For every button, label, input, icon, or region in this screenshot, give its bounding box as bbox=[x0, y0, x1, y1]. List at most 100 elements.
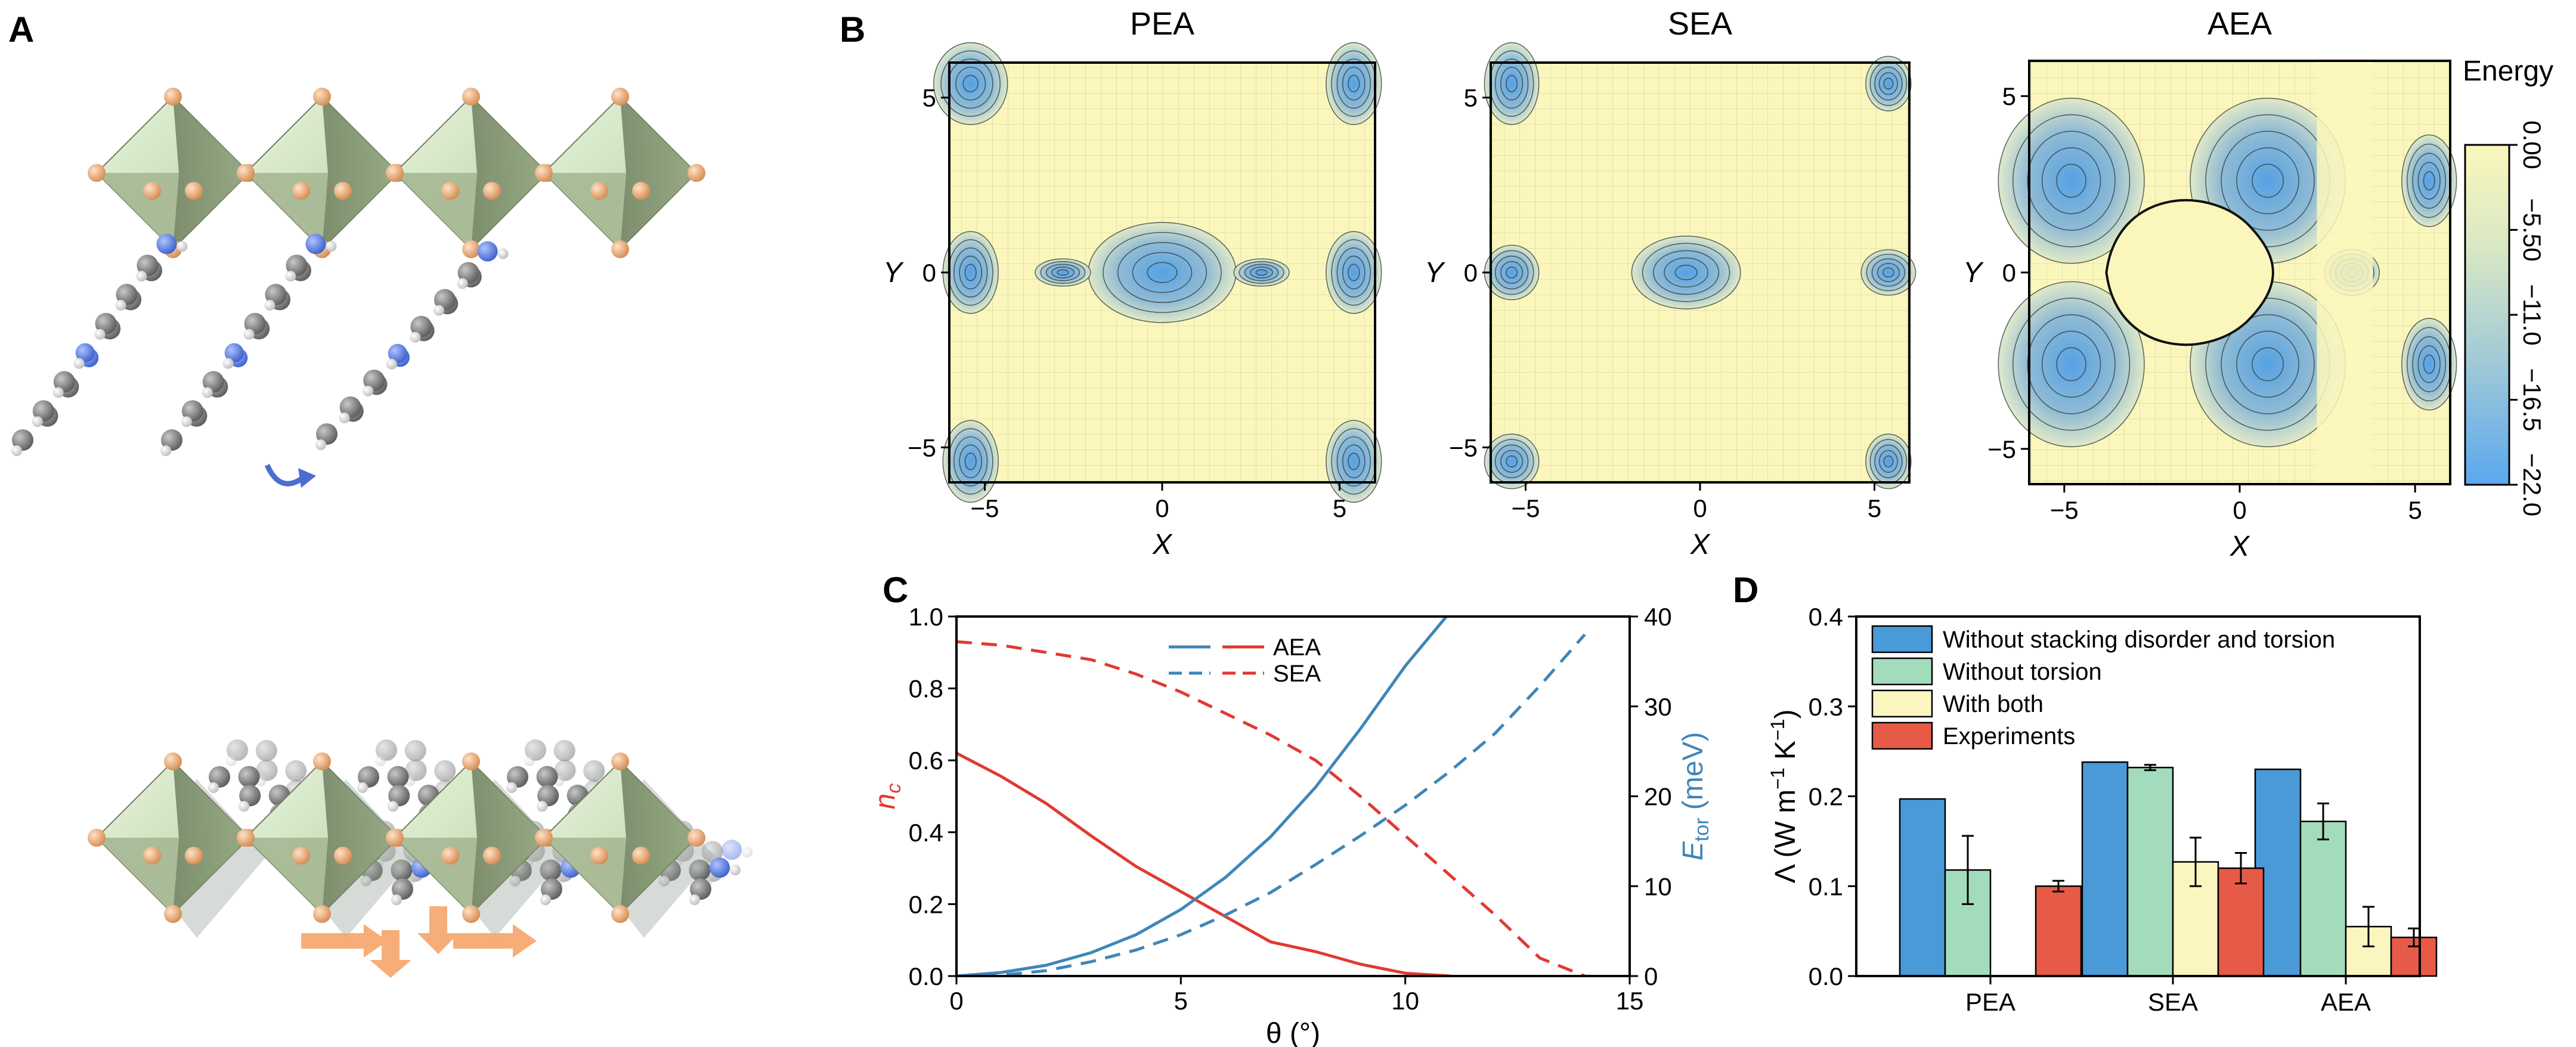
y-right-tick-label: 10 bbox=[1644, 872, 1672, 900]
oxygen-atom bbox=[535, 164, 553, 182]
legend-label: With both bbox=[1943, 691, 2044, 717]
energy-well bbox=[1865, 56, 1911, 111]
oxygen-atom bbox=[632, 847, 650, 865]
series-line-sea-left bbox=[956, 640, 1586, 976]
contour-line bbox=[1147, 262, 1178, 283]
legend-swatch bbox=[1871, 657, 1933, 686]
carbon-atom bbox=[286, 255, 308, 277]
contour-line bbox=[2056, 347, 2086, 382]
hydrogen-atom bbox=[388, 801, 399, 812]
contour-line bbox=[2412, 336, 2447, 392]
y-tick-label: 0.4 bbox=[1809, 603, 1843, 631]
legend-label: Without stacking disorder and torsion bbox=[1943, 627, 2335, 653]
contour-line bbox=[1500, 66, 1524, 101]
y-left-tick-label: 0.2 bbox=[909, 890, 943, 918]
carbon-atom bbox=[227, 739, 248, 761]
oxygen-atom bbox=[386, 164, 404, 182]
oxygen-atom bbox=[441, 182, 459, 200]
contour-line bbox=[1484, 433, 1540, 490]
oxygen-atom bbox=[88, 164, 106, 182]
y-tick-label: 0.2 bbox=[1809, 783, 1843, 811]
contour-line bbox=[2423, 171, 2435, 191]
rotation-arrow bbox=[264, 464, 306, 487]
octahedron-face bbox=[620, 761, 696, 914]
contour-line bbox=[2041, 147, 2101, 215]
contour-line bbox=[1239, 261, 1284, 284]
oxygen-atom bbox=[313, 88, 331, 106]
y-left-tick-label: 1.0 bbox=[909, 603, 943, 631]
contour-line bbox=[1878, 450, 1898, 473]
carbon-atom bbox=[507, 766, 528, 788]
carbon-atom bbox=[540, 878, 562, 900]
carbon-atom bbox=[391, 859, 413, 881]
colorbar-tick-label: −11.0 bbox=[2518, 284, 2546, 345]
x-axis-label: X bbox=[1152, 529, 1173, 560]
contour-line bbox=[953, 436, 988, 487]
contour-line bbox=[1500, 261, 1524, 284]
x-tick-label: 10 bbox=[1391, 987, 1419, 1015]
energy-well bbox=[1631, 236, 1741, 309]
hydrogen-atom bbox=[326, 241, 337, 252]
hydrogen-atom bbox=[433, 305, 444, 316]
contour-line bbox=[1494, 444, 1529, 479]
contour-line bbox=[2412, 153, 2447, 209]
carbon-atom bbox=[256, 759, 278, 781]
carbon-atom bbox=[388, 785, 410, 807]
contour-line bbox=[1132, 252, 1193, 293]
octahedron-face bbox=[173, 97, 249, 249]
oxygen-atom bbox=[590, 182, 608, 200]
y-right-tick-label: 40 bbox=[1644, 603, 1672, 631]
bar-aea-series-1 bbox=[2299, 820, 2347, 977]
nitrogen-atom bbox=[224, 343, 244, 363]
hydrogen-atom bbox=[285, 271, 296, 282]
oxygen-atom bbox=[143, 182, 161, 200]
x-tick-label: 5 bbox=[1868, 494, 1881, 522]
energy-well bbox=[1484, 434, 1539, 489]
contour-line bbox=[2417, 162, 2441, 200]
oxygen-atom bbox=[483, 847, 501, 865]
hydrogen-atom bbox=[742, 847, 753, 858]
y-right-label-main: E bbox=[1677, 841, 1709, 860]
carbon-atom bbox=[238, 766, 260, 788]
y-left-tick-label: 0.6 bbox=[909, 746, 943, 775]
carbon-atom bbox=[244, 312, 266, 334]
carbon-atom bbox=[689, 878, 711, 900]
y-tick-label: 0.0 bbox=[1809, 962, 1843, 990]
ammonium-nitrogen bbox=[305, 234, 326, 255]
octahedron-face bbox=[97, 838, 179, 914]
contour-line bbox=[1882, 267, 1894, 278]
x-tick-label: PEA bbox=[1965, 988, 2015, 1016]
octahedron-face bbox=[246, 838, 328, 914]
carbon-atom bbox=[95, 312, 117, 334]
contour-line bbox=[1336, 436, 1371, 487]
hydrogen-atom bbox=[497, 248, 509, 259]
y-tick-label: 0.3 bbox=[1809, 693, 1843, 721]
contour-line bbox=[1506, 267, 1518, 278]
bar-pea-series-3 bbox=[2035, 885, 2082, 977]
y-left-axis-label: nc bbox=[869, 783, 905, 810]
carbon-atom bbox=[181, 400, 203, 422]
hydrogen-atom bbox=[181, 416, 192, 428]
contour-line bbox=[1117, 241, 1208, 303]
oxygen-atom bbox=[185, 182, 203, 200]
hydrogen-atom bbox=[115, 299, 126, 311]
y-tick-label: 5 bbox=[1464, 84, 1478, 112]
hydrogen-atom bbox=[689, 894, 700, 906]
energy-map-pea: PEA −5 0 5 5 0 −5 X Y bbox=[883, 6, 1382, 560]
map-title: SEA bbox=[1668, 6, 1732, 42]
contour-line bbox=[1865, 55, 1912, 111]
x-axis-label: θ (°) bbox=[1266, 1018, 1320, 1047]
carbon-atom bbox=[387, 766, 409, 788]
carbon-atom bbox=[32, 400, 54, 422]
contour-line bbox=[1348, 75, 1360, 92]
y-axis-label: Y bbox=[1425, 257, 1445, 289]
hydrogen-atom bbox=[360, 875, 371, 887]
oxygen-atom bbox=[237, 164, 255, 182]
contour-line bbox=[1883, 455, 1894, 467]
energy-maps: PEA −5 0 5 5 0 −5 X Y SEA −5 0 5 5 0 −5 X Y AEA −5 0 5 5 0 −5 X Y bbox=[883, 6, 2457, 562]
colorbar-ticks: 0.00 −5.50 −11.0 −16.5 −22.0 bbox=[2509, 120, 2546, 516]
contour-line bbox=[1860, 249, 1916, 296]
x-tick-label: 0 bbox=[949, 987, 963, 1015]
carbon-atom bbox=[209, 766, 230, 788]
contour-line bbox=[2252, 347, 2284, 382]
